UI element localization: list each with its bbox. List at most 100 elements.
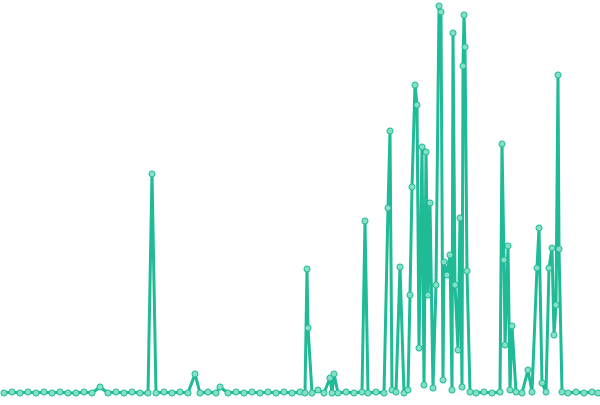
point xyxy=(564,389,572,397)
point xyxy=(461,43,469,51)
point xyxy=(572,388,580,396)
point xyxy=(372,388,380,396)
point xyxy=(518,389,526,397)
point xyxy=(429,384,437,392)
point xyxy=(364,389,372,397)
point xyxy=(439,376,447,384)
point xyxy=(545,264,553,272)
point xyxy=(56,388,64,396)
point xyxy=(304,324,312,332)
point xyxy=(415,344,423,352)
point xyxy=(196,389,204,397)
point xyxy=(380,389,388,397)
point xyxy=(204,388,212,396)
point xyxy=(314,386,322,394)
point xyxy=(554,71,562,79)
line xyxy=(3,4,599,395)
point xyxy=(443,271,451,279)
point xyxy=(326,374,334,382)
point xyxy=(32,389,40,397)
point xyxy=(496,388,504,396)
point xyxy=(112,388,120,396)
point xyxy=(426,199,434,207)
point xyxy=(528,388,536,396)
point xyxy=(280,388,288,396)
point xyxy=(451,281,459,289)
point xyxy=(422,148,430,156)
point xyxy=(558,388,566,396)
point xyxy=(72,389,80,397)
point xyxy=(501,341,509,349)
point xyxy=(548,244,556,252)
point xyxy=(48,389,56,397)
point xyxy=(456,214,464,222)
point xyxy=(248,388,256,396)
point xyxy=(148,170,156,178)
point xyxy=(240,389,248,397)
point xyxy=(498,140,506,148)
point xyxy=(334,389,342,397)
point xyxy=(212,389,220,397)
point xyxy=(24,388,32,396)
point xyxy=(524,366,532,374)
point xyxy=(0,389,8,397)
point xyxy=(308,389,316,397)
point xyxy=(435,2,443,10)
point xyxy=(418,143,426,151)
point xyxy=(392,388,400,396)
point xyxy=(500,256,508,264)
point xyxy=(96,383,104,391)
point xyxy=(176,388,184,396)
point xyxy=(555,245,563,253)
point xyxy=(288,389,296,397)
point xyxy=(224,389,232,397)
point xyxy=(88,389,96,397)
point xyxy=(538,379,546,387)
point xyxy=(303,265,311,273)
point xyxy=(361,217,369,225)
point xyxy=(550,331,558,339)
point xyxy=(440,258,448,266)
point xyxy=(480,388,488,396)
point xyxy=(350,389,358,397)
point xyxy=(508,322,516,330)
point xyxy=(406,291,414,299)
point xyxy=(535,224,543,232)
point xyxy=(16,389,24,397)
point xyxy=(40,388,48,396)
point xyxy=(404,386,412,394)
point xyxy=(504,242,512,250)
point xyxy=(463,267,471,275)
point xyxy=(446,251,454,259)
point xyxy=(533,264,541,272)
point xyxy=(437,8,445,16)
point xyxy=(459,62,467,70)
point xyxy=(588,388,596,396)
point xyxy=(272,389,280,397)
point xyxy=(411,81,419,89)
point xyxy=(466,388,474,396)
point xyxy=(458,383,466,391)
point xyxy=(413,101,421,109)
point xyxy=(184,389,192,397)
point xyxy=(449,29,457,37)
point xyxy=(506,386,514,394)
point xyxy=(384,204,392,212)
point xyxy=(432,281,440,289)
point xyxy=(454,346,462,354)
point xyxy=(136,389,144,397)
point xyxy=(342,388,350,396)
point xyxy=(104,389,112,397)
point xyxy=(396,263,404,271)
point xyxy=(580,389,588,397)
point xyxy=(460,11,468,19)
point xyxy=(8,388,16,396)
point xyxy=(160,388,168,396)
point xyxy=(320,389,328,397)
point xyxy=(152,389,160,397)
point xyxy=(64,389,72,397)
point xyxy=(168,389,176,397)
point xyxy=(358,388,366,396)
point xyxy=(408,183,416,191)
